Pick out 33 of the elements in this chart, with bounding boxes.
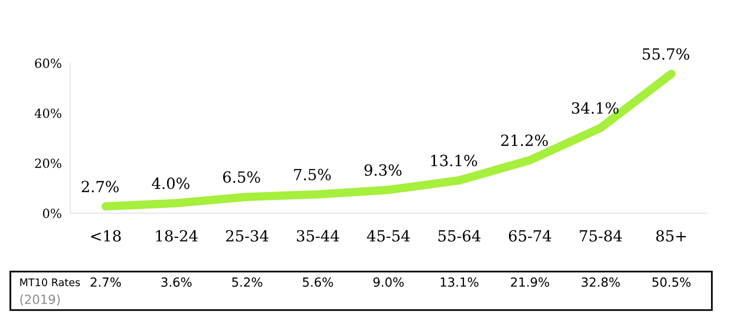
data-label: 21.2% xyxy=(501,134,548,146)
y-tick-label: 20% xyxy=(35,158,62,168)
x-tick-label: 75-84 xyxy=(580,230,622,242)
y-tick-label: 40% xyxy=(34,108,62,118)
text: 2.7% xyxy=(90,277,121,287)
text: 3.6% xyxy=(161,277,192,287)
data-label: 6.5% xyxy=(223,171,260,183)
data-label: 2.7% xyxy=(82,180,119,192)
x-tick-label: 18-24 xyxy=(156,230,198,242)
text: 13.1% xyxy=(440,277,478,287)
x-tick-label: 85+ xyxy=(656,230,686,242)
text: (2019) xyxy=(20,294,60,306)
data-label: 9.3% xyxy=(364,164,402,176)
text: 50.5% xyxy=(652,277,691,287)
x-tick-label: 65-74 xyxy=(508,230,552,242)
text: 5.2% xyxy=(232,277,262,287)
data-label: 55.7% xyxy=(642,48,690,60)
y-tick-label: 60% xyxy=(35,58,62,68)
x-tick-label: 55-64 xyxy=(438,230,480,242)
x-tick-label: 35-44 xyxy=(296,230,340,242)
x-tick-label: <18 xyxy=(91,230,121,242)
data-label: 34.1% xyxy=(572,102,618,114)
x-tick-label: 45-54 xyxy=(366,230,410,242)
data-label: 13.1% xyxy=(431,154,478,166)
x-tick-label: 25-34 xyxy=(226,230,268,242)
text: 21.9% xyxy=(510,277,550,287)
text: 32.8% xyxy=(582,277,620,287)
text: MT10 Rates xyxy=(20,278,80,286)
data-label: 7.5% xyxy=(294,168,331,180)
y-tick-label: 0% xyxy=(42,208,62,218)
text: 9.0% xyxy=(373,277,404,287)
text: 5.6% xyxy=(302,277,333,287)
data-label: 4.0% xyxy=(152,178,190,190)
